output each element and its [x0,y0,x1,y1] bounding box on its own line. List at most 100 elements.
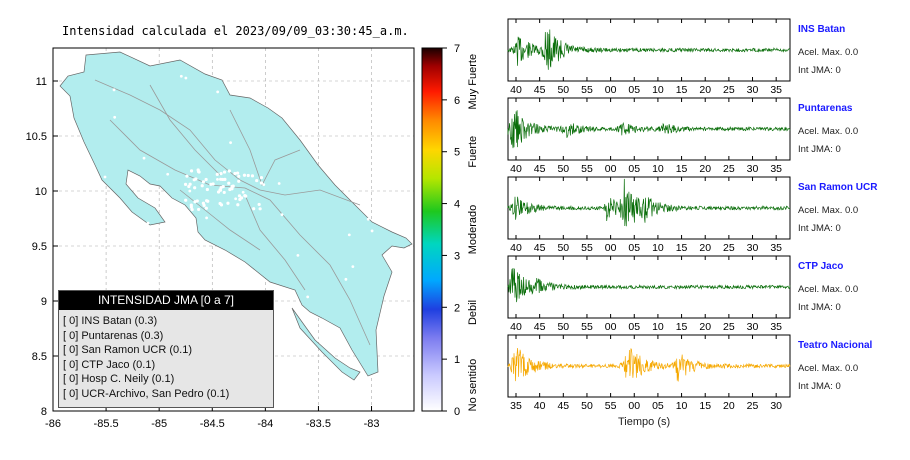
map-x-tick-label: -83 [364,418,380,430]
station-dot [141,259,145,263]
costa-rica-landmass [59,51,413,377]
station-dot [205,187,209,192]
map-x-tick-label: -83.5 [306,418,331,430]
waveform-tick-label: 15 [699,400,711,412]
station-dot [222,170,227,174]
station-intensity: Int JMA: 0 [798,223,841,234]
station-dot [215,172,219,176]
station-dot [190,208,194,212]
waveform-tick-label: 30 [747,163,759,175]
waveform-tick-label: 45 [534,321,546,333]
waveform-tick-label: 45 [534,242,546,254]
legend-entry: [ 0] San Ramon UCR (0.1) [63,344,192,357]
map-y-tick-label: 9.5 [32,241,47,253]
colorbar-category-label: No sentido [467,359,479,412]
station-dot [347,233,351,237]
waveform-tick-label: 10 [676,400,688,412]
station-dot [222,190,226,195]
station-dot [193,200,197,204]
station-dot [296,253,300,257]
colorbar-tick-label: 0 [454,406,460,418]
station-name: Puntarenas [798,103,853,114]
waveform-tick-label: 40 [510,163,522,175]
station-dot [103,175,107,179]
station-dot [236,203,240,207]
waveform-tick-label: 40 [510,321,522,333]
waveform-tick-label: 15 [676,84,688,96]
station-dot [252,207,256,211]
colorbar-category-label: Muy Fuerte [467,54,479,110]
waveform-tick-label: 50 [557,84,569,96]
station-dot [241,190,245,194]
station-dot [243,194,247,198]
waveform-tick-label: 20 [723,400,735,412]
station-dot [184,198,188,202]
station-dot [113,115,117,119]
colorbar-category-label: Debil [467,300,479,325]
map-y-tick-label: 8 [41,406,47,418]
legend-entry: [ 0] UCR-Archivo, San Pedro (0.1) [63,387,230,400]
station-dot [229,141,232,145]
waveform-tick-label: 15 [676,163,688,175]
waveform-tick-label: 00 [628,400,640,412]
road-network [94,79,371,346]
waveform-tick-label: 05 [652,400,664,412]
station-intensity: Int JMA: 0 [798,302,841,313]
legend-entry: [ 0] INS Batan (0.3) [63,315,158,327]
map-x-tick-label: -86 [45,418,61,430]
waveform-tick-label: 50 [581,400,593,412]
legend-entry: [ 0] Puntarenas (0.3) [63,329,164,342]
waveform-trace [507,29,791,70]
legend-title: INTENSIDAD JMA [0 a 7] [59,291,273,310]
waveform-tick-label: 20 [699,163,711,175]
station-intensity: Int JMA: 0 [798,144,841,155]
intensity-colorbar [421,47,443,412]
waveform-panel: 40 45 50 55 00 05 10 15 20 25 30 35 [507,97,791,175]
waveform-tick-label: 10 [652,321,664,333]
waveform-tick-label: 10 [652,84,664,96]
map-y-axis: 8 8.5 9 9.5 10 10.5 11 [26,76,58,418]
map-x-tick-label: -84.5 [200,418,225,430]
waveform-trace [507,110,791,149]
station-dot [233,171,237,176]
station-name: Teatro Nacional [798,340,873,351]
waveform-tick-label: 55 [581,84,593,96]
map-frame [52,47,415,412]
legend-entry: [ 0] CTP Jaco (0.1) [63,358,156,371]
station-accel: Acel. Max. 0.0 [798,363,859,374]
station-accel: Acel. Max. 0.0 [798,126,859,137]
map-x-tick-label: -84 [257,418,273,430]
waveform-tick-label: 30 [747,321,759,333]
station-dot [201,180,206,184]
station-dot [189,169,194,173]
station-dot [230,187,234,191]
station-dot [234,197,238,201]
station-accel: Acel. Max. 0.0 [798,205,859,216]
waveform-tick-label: 20 [699,242,711,254]
station-dot [226,201,230,205]
legend-entry: [ 0] Hosp C. Neily (0.1) [63,373,175,386]
station-intensity: Int JMA: 0 [798,381,841,392]
station-name: San Ramon UCR [798,182,878,193]
station-dot [366,217,370,221]
waveform-tick-label: 40 [510,84,522,96]
station-dot [112,88,116,92]
station-points [97,74,374,359]
map-x-tick-label: -85 [151,418,167,430]
station-dot [345,189,349,192]
waveform-panel: 40 45 50 55 00 05 10 15 20 25 30 35 [507,176,791,254]
station-dot [316,333,320,337]
waveform-tick-label: 15 [676,242,688,254]
waveform-tick-label: 50 [557,242,569,254]
station-dot [204,206,208,210]
waveform-tick-label: 00 [605,321,617,333]
waveform-tick-label: 55 [581,321,593,333]
colorbar-tick-label: 3 [454,250,460,262]
waveform-panel: 40 45 50 55 00 05 10 15 20 25 30 35 [507,18,791,96]
station-dot [227,169,231,173]
station-intensity: Int JMA: 0 [798,65,841,76]
waveform-tick-label: 30 [770,400,782,412]
map-y-tick-label: 9 [41,296,47,308]
station-dot [188,189,192,193]
